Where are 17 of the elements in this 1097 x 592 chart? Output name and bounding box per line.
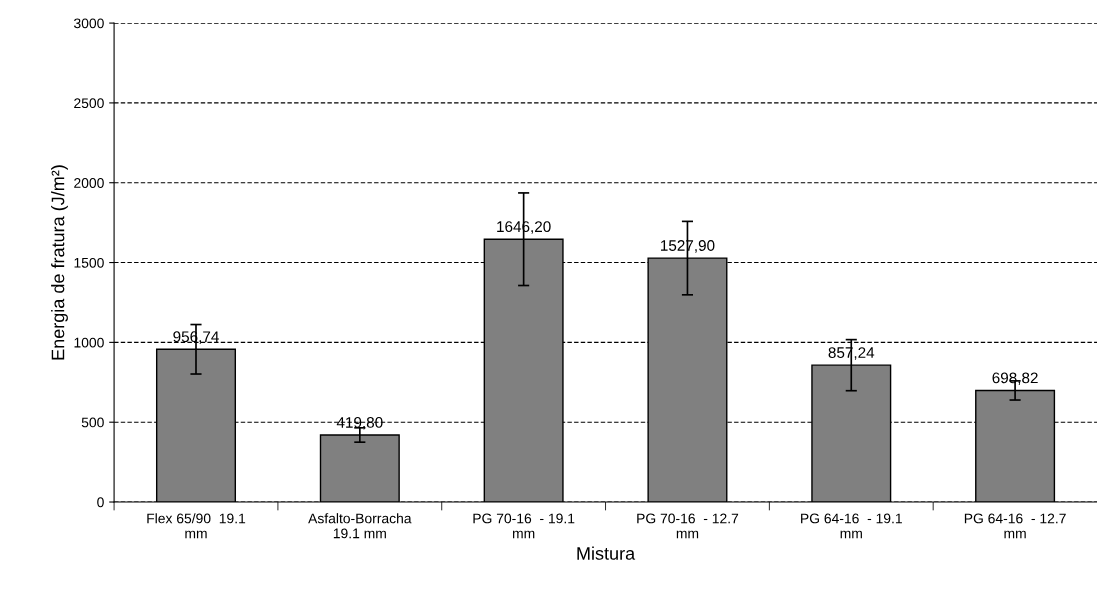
x-tick-label: PG 64-16 - 12.7 mm: [964, 513, 1066, 539]
x-tick-label: Asfalto-Borracha 19.1 mm: [308, 513, 412, 539]
y-tick-label: 1000: [74, 337, 104, 348]
x-tick-label: PG 70-16 - 12.7 mm: [637, 513, 739, 539]
data-label: 698,82: [992, 372, 1038, 386]
y-tick-label: 500: [81, 417, 104, 428]
x-tick-label: PG 70-16 - 19.1 mm: [473, 513, 575, 539]
x-axis-title: Mistura: [577, 546, 636, 560]
x-tick-label: PG 64-16 - 19.1 mm: [801, 513, 902, 539]
y-tick-label: 2500: [74, 98, 104, 109]
y-tick-label: 1500: [74, 257, 104, 268]
y-axis-title: Energia de fratura (J/m²): [51, 165, 68, 360]
x-tick-label: Flex 65/90 19.1 mm: [147, 513, 246, 539]
data-label: 419,80: [336, 416, 383, 430]
y-tick-label: 0: [97, 497, 104, 508]
y-tick-label: 3000: [74, 18, 104, 29]
y-tick-label: 2000: [74, 178, 104, 188]
